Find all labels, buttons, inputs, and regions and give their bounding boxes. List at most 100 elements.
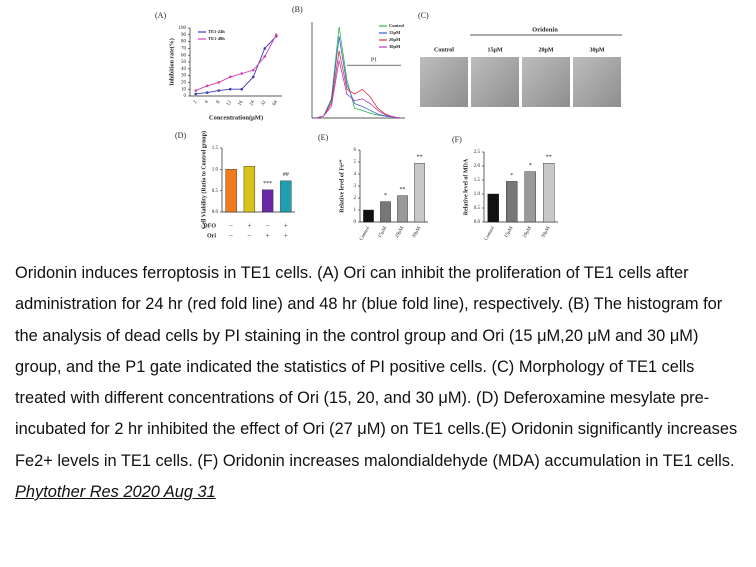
y-tick-label: 2	[354, 196, 357, 201]
y-tick-label: 2.0	[474, 164, 481, 169]
y-tick-label: 5	[354, 160, 357, 165]
marker	[251, 75, 255, 79]
significance: *	[384, 193, 387, 199]
x-tick-label: 30μM	[541, 226, 552, 239]
x-tick-label: 2	[193, 100, 199, 105]
x-axis-label: Concentration(μM)	[209, 114, 263, 121]
y-tick-label: 60	[181, 53, 187, 58]
row-mark: +	[266, 232, 270, 240]
y-tick-label: 0.5	[474, 206, 481, 211]
significance: *	[510, 173, 513, 179]
y-tick-label: 100	[179, 26, 187, 31]
x-tick-label: 4	[204, 100, 210, 105]
line	[195, 35, 277, 95]
y-tick-label: 40	[181, 67, 187, 72]
marker	[240, 72, 244, 75]
row-label: Ori	[207, 233, 216, 239]
y-tick-label: 1.0	[474, 192, 481, 197]
y-tick-label: 0.0	[474, 220, 481, 225]
y-tick-label: 80	[181, 40, 187, 45]
legend-label: 15μM	[389, 30, 401, 35]
line	[315, 36, 402, 119]
y-tick-label: 0.0	[212, 210, 219, 215]
bar	[261, 189, 274, 213]
bar	[414, 162, 425, 223]
x-tick-label: Control	[359, 226, 371, 242]
significance: *	[529, 163, 532, 169]
y-axis-label: Inhibition rate(%)	[168, 38, 175, 86]
row-mark: +	[284, 222, 288, 230]
bar	[243, 166, 256, 213]
y-tick-label: 0	[354, 220, 357, 225]
gate-label: P1	[371, 58, 377, 64]
row-mark: −	[229, 222, 233, 230]
y-tick-label: 4	[354, 172, 357, 177]
y-tick-label: 0	[184, 94, 187, 99]
bar	[506, 181, 518, 223]
panel-label: (D)	[175, 131, 186, 140]
panel-label: (B)	[292, 5, 303, 14]
y-tick-label: 30	[181, 74, 187, 79]
panel-title: Oridonin	[532, 26, 558, 33]
x-tick-label: 15μM	[504, 226, 515, 239]
image-label: 20μM	[538, 47, 553, 53]
y-tick-label: 2.5	[474, 150, 481, 155]
x-tick-label: 8	[216, 100, 222, 105]
legend-label: Control	[389, 23, 405, 28]
x-tick-label: 24	[249, 100, 256, 107]
panel-label: (F)	[452, 135, 462, 144]
y-tick-label: 50	[181, 60, 187, 65]
line	[315, 50, 402, 119]
significance: ##	[283, 172, 289, 178]
figure: (C) Oridonin Control 15μM 20μM 30μM (A) 0…	[155, 5, 622, 242]
row-mark: −	[266, 222, 270, 230]
significance: **	[417, 155, 423, 161]
marker	[251, 68, 255, 72]
bar	[280, 180, 292, 213]
y-tick-label: 20	[181, 81, 187, 86]
row-mark: +	[247, 222, 251, 230]
y-axis-label: Relative level of Fe²⁺	[338, 159, 345, 212]
legend-label: TE1-48h	[208, 36, 225, 41]
marker	[205, 84, 209, 88]
marker	[205, 91, 209, 94]
y-tick-label: 70	[181, 47, 187, 52]
marker	[274, 33, 278, 37]
marker	[217, 81, 221, 84]
marker	[263, 55, 267, 58]
y-tick-label: 1.0	[212, 167, 219, 172]
x-tick-label: 15μM	[378, 226, 389, 239]
y-tick-label: 90	[181, 33, 187, 38]
marker	[228, 87, 232, 91]
bar	[380, 201, 391, 223]
bar	[543, 162, 555, 223]
x-tick-label: 64	[272, 100, 279, 107]
caption-text: Oridonin induces ferroptosis in TE1 cell…	[15, 264, 738, 470]
y-tick-label: 1.5	[474, 178, 481, 183]
bar	[487, 193, 500, 223]
image-row: Control 15μM 20μM 30μM	[420, 47, 621, 107]
legend-label: TE1-24h	[208, 29, 225, 34]
row-mark: −	[247, 232, 251, 240]
panel-label: (E)	[318, 133, 329, 142]
x-tick-label: 16	[238, 100, 245, 107]
citation[interactable]: Phytother Res 2020 Aug 31	[15, 483, 216, 502]
line	[315, 60, 402, 119]
marker	[194, 92, 198, 96]
micrograph	[573, 57, 621, 107]
y-tick-label: 3	[354, 184, 357, 189]
significance: **	[400, 187, 406, 193]
y-tick-label: 6	[354, 148, 357, 153]
x-tick-label: 32	[261, 100, 268, 107]
line	[195, 34, 277, 91]
panel-label: (A)	[155, 11, 166, 20]
significance: ***	[263, 181, 272, 187]
x-tick-label: 20μM	[523, 226, 534, 239]
marker	[217, 89, 221, 92]
bar	[397, 195, 408, 223]
micrograph	[420, 57, 468, 107]
x-tick-label: 20μM	[395, 226, 406, 239]
x-tick-label: 12	[226, 100, 233, 107]
marker	[263, 47, 267, 50]
